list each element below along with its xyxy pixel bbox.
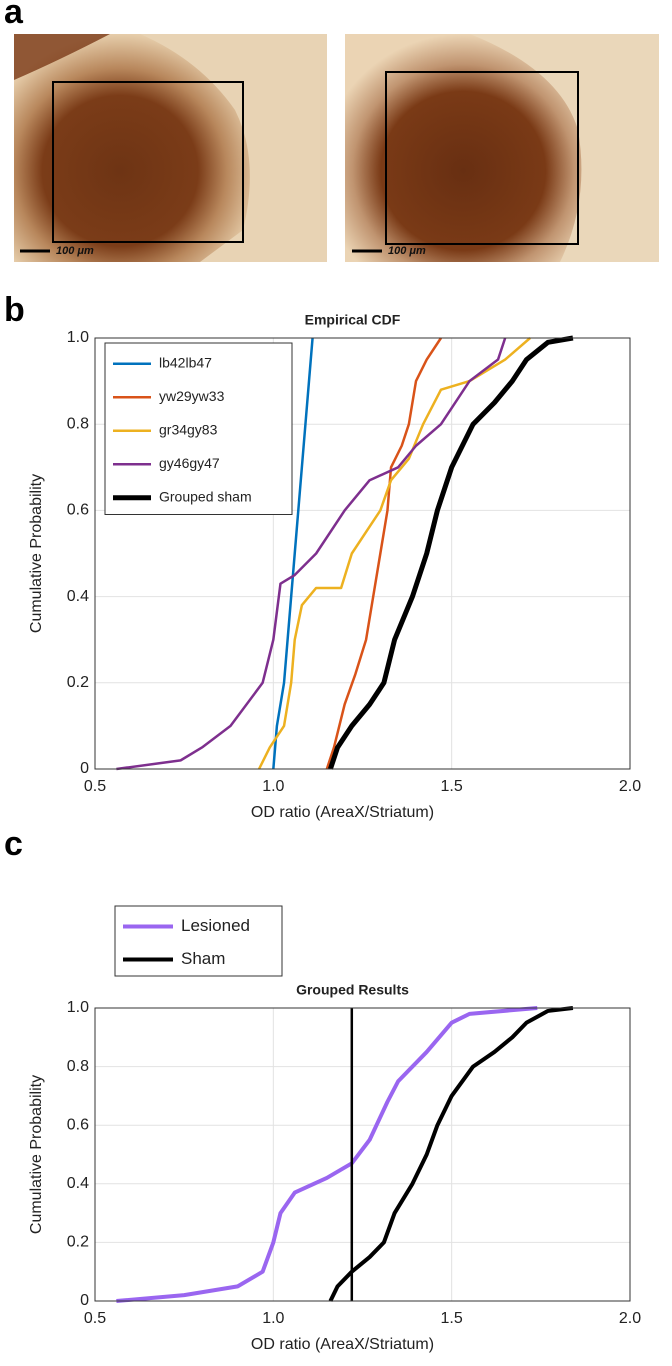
y-tick-label: 0.8 (67, 415, 89, 432)
cdf-line (257, 337, 531, 770)
plot-area (95, 1008, 630, 1301)
x-tick-label: 2.0 (619, 1310, 641, 1327)
chart-title: Grouped Results (296, 982, 409, 998)
x-tick-label: 2.0 (619, 778, 641, 795)
panel-label: a (4, 0, 24, 31)
plot-frame (94, 1007, 631, 1302)
panel-label: b (4, 291, 25, 329)
x-tick-label: 1.0 (262, 1310, 284, 1327)
chart: 0.5 1.0 1.5 2.0 0 0.2 0.4 0.6 0.8 1.0 Grouped Resu… (28, 905, 641, 1353)
legend-box (114, 905, 283, 977)
x-tick-label: 1.5 (441, 1310, 463, 1327)
chart-title: Empirical CDF (305, 312, 401, 328)
legend-label: Grouped sham (159, 488, 252, 504)
legend-label: Sham (181, 949, 225, 968)
x-axis-label: OD ratio (AreaX/Striatum) (251, 804, 434, 821)
y-axis-label: Cumulative Probability (28, 474, 45, 633)
chart: 0.5 1.0 1.5 2.0 0 0.2 0.4 0.6 0.8 1.0 Empirical CD… (28, 312, 641, 822)
scale-bar-label: 100 μm (56, 245, 94, 257)
y-tick-label: 0.4 (67, 588, 89, 605)
cdf-line (116, 337, 507, 771)
x-tick-label: 0.5 (84, 778, 106, 795)
y-tick-label: 1.0 (67, 999, 89, 1016)
cdf-line (328, 335, 574, 770)
legend-box (104, 342, 293, 515)
cdf-line (272, 337, 314, 770)
cdf-line (116, 1006, 538, 1303)
plot-frame (94, 337, 631, 770)
y-tick-label: 0.2 (67, 1234, 89, 1251)
y-tick-label: 1.0 (67, 329, 89, 346)
cdf-line (328, 1006, 574, 1302)
cdf-line (325, 337, 443, 770)
x-axis-label: OD ratio (AreaX/Striatum) (251, 1336, 434, 1353)
y-axis-label: Cumulative Probability (28, 1075, 45, 1234)
x-tick-label: 1.5 (441, 778, 463, 795)
legend-label: gy46gy47 (159, 455, 220, 471)
y-tick-label: 0.8 (67, 1058, 89, 1075)
x-tick-label: 0.5 (84, 1310, 106, 1327)
micrograph: 100 μm (345, 34, 659, 262)
micrograph: 100 μm (14, 34, 327, 262)
scale-bar-label: 100 μm (388, 245, 426, 257)
y-tick-label: 0.2 (67, 674, 89, 691)
y-tick-label: 0.6 (67, 502, 89, 519)
panel-label: c (4, 825, 23, 863)
legend-label: yw29yw33 (159, 388, 225, 404)
y-tick-label: 0.6 (67, 1116, 89, 1133)
x-tick-label: 1.0 (262, 778, 284, 795)
legend-label: lb42lb47 (159, 354, 212, 370)
y-tick-label: 0.4 (67, 1175, 89, 1192)
legend-label: Lesioned (181, 916, 250, 935)
y-tick-label: 0 (80, 760, 89, 777)
legend-label: gr34gy83 (159, 421, 218, 437)
y-tick-label: 0 (80, 1292, 89, 1309)
